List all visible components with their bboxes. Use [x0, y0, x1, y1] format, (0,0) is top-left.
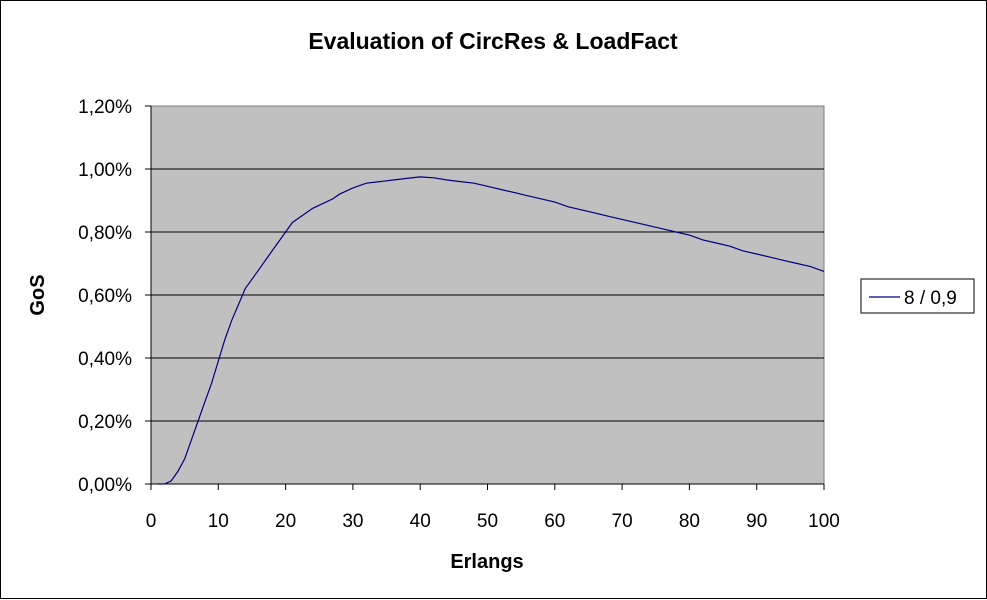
x-tick-label: 90 [746, 511, 767, 532]
legend: 8 / 0,9 [860, 278, 975, 314]
y-axis-label: GoS [27, 274, 49, 315]
x-tick-label: 70 [612, 511, 633, 532]
chart-title: Evaluation of CircRes & LoadFact [308, 28, 678, 54]
series-line [157, 176, 825, 485]
grid-lines [151, 168, 824, 422]
x-axis-ticks: 0 10 20 30 40 50 60 70 80 90 100 [146, 484, 840, 532]
y-tick-label: 0,60% [78, 286, 132, 307]
y-axis-ticks: 0,00% 0,20% 0,40% 0,60% 0,80% 1,00% 1,20% [78, 97, 151, 496]
x-tick-label: 0 [146, 511, 157, 532]
y-tick-label: 0,40% [78, 349, 132, 370]
y-tick-label: 0,80% [78, 223, 132, 244]
y-tick-label: 1,00% [78, 160, 132, 181]
y-tick-label: 1,20% [78, 97, 132, 118]
x-tick-label: 20 [275, 511, 296, 532]
x-tick-label: 100 [808, 511, 840, 532]
x-axis-label: Erlangs [450, 551, 523, 573]
x-tick-label: 80 [679, 511, 700, 532]
legend-entry-label: 8 / 0,9 [904, 288, 957, 309]
series-group [157, 176, 825, 485]
x-tick-label: 30 [342, 511, 363, 532]
legend-box [860, 278, 975, 314]
y-tick-label: 0,20% [78, 412, 132, 433]
x-tick-label: 60 [544, 511, 565, 532]
x-tick-label: 40 [410, 511, 431, 532]
x-tick-label: 50 [477, 511, 498, 532]
x-tick-label: 10 [208, 511, 229, 532]
y-tick-label: 0,00% [78, 475, 132, 496]
